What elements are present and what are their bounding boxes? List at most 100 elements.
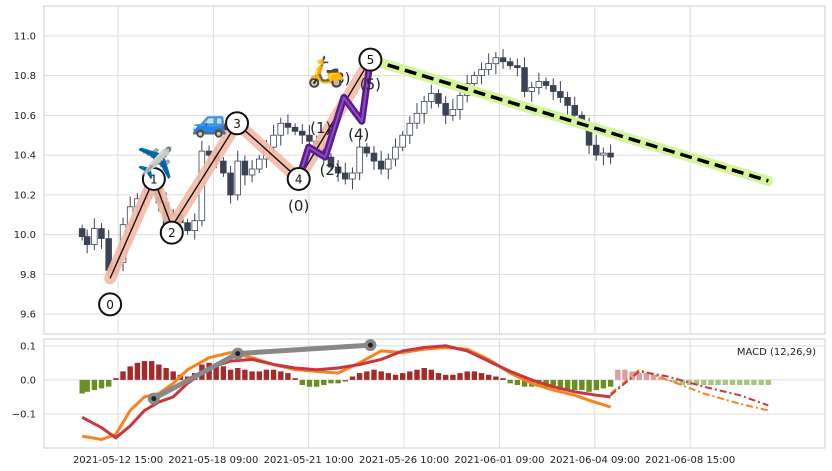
macd-title: MACD (12,26,9) (737, 347, 816, 358)
candle-bearish (227, 172, 234, 196)
macd-histogram-projection-bar (679, 379, 685, 385)
macd-histogram-bar (270, 369, 277, 380)
airplane-icon: ✈️ (137, 144, 174, 181)
macd-histogram-bar (220, 366, 227, 380)
x-axis: 2021-05-12 15:00 2021-05-18 09:00 2021-05-… (73, 455, 735, 466)
macd-histogram-bar (213, 364, 219, 380)
candle-bearish (442, 103, 449, 116)
macd-histogram-projection-bar (758, 379, 764, 385)
wave-marker-label: 4 (295, 172, 303, 186)
candle-bullish (356, 146, 363, 174)
macd-histogram-bar (385, 373, 391, 380)
macd-histogram-bar (98, 379, 105, 389)
macd-histogram-bar (263, 369, 270, 380)
macd-histogram-bar (550, 379, 556, 389)
candle-bullish (449, 109, 457, 116)
divergence-point-center (367, 342, 373, 348)
macd-histogram-bar (471, 371, 478, 380)
price-y-tick-label: 10.0 (14, 230, 36, 241)
candle-bearish (550, 85, 557, 92)
macd-histogram-bar (600, 379, 607, 389)
car-icon: 🚙 (192, 104, 229, 139)
sub-wave-label: (0) (288, 197, 309, 215)
macd-histogram-projection-bar (701, 379, 707, 385)
price-y-tick-label: 9.8 (20, 270, 36, 281)
candle-bearish (564, 97, 571, 106)
wave-marker-circle (159, 220, 184, 245)
price-y-tick-label: 9.6 (20, 310, 36, 321)
macd-histogram-bar (227, 369, 234, 380)
macd-histogram-bar (141, 361, 148, 380)
candle-bullish (406, 122, 414, 136)
macd-histogram-bar (572, 379, 578, 391)
candle-bullish (191, 220, 198, 231)
macd-histogram-projection-bar (737, 379, 743, 385)
macd-histogram-projection-bar (629, 371, 635, 380)
candle-bearish (499, 57, 507, 63)
macd-histogram-projection-bar (744, 379, 750, 385)
candle-bullish (528, 87, 535, 92)
macd-histogram-bar (586, 379, 592, 392)
macd-histogram-bar (593, 379, 599, 391)
macd-histogram-projection-bar (622, 369, 628, 380)
macd-histogram-bar (414, 369, 420, 380)
macd-histogram-bar (514, 379, 521, 385)
candle-bullish (478, 69, 485, 76)
macd-histogram-bar (342, 379, 348, 382)
wave-marker-label: 0 (106, 298, 114, 312)
x-tick-label: 2021-05-12 15:00 (73, 455, 163, 466)
price-y-axis: 9.6 9.8 10.0 10.2 10.4 10.6 10.8 11.0 (14, 31, 36, 320)
sub-wave-label: (1) (310, 119, 331, 137)
candle-bearish (542, 81, 550, 86)
candle-bullish (270, 134, 277, 148)
scooter-icon: 🛵 (307, 55, 344, 90)
macd-histogram-bar (106, 379, 112, 387)
macd-histogram-bar (521, 379, 528, 387)
wave-marker-label: 3 (233, 117, 241, 131)
candle-bullish (471, 75, 478, 84)
divergence-point-center (151, 396, 157, 402)
candle-bullish (600, 152, 607, 156)
macd-histogram-bar (235, 368, 241, 380)
macd-histogram-bar (156, 364, 162, 380)
macd-histogram-bar (127, 366, 133, 380)
macd-histogram-bar (557, 379, 564, 391)
macd-histogram-projection-bar (665, 379, 671, 381)
macd-histogram-bar (335, 379, 341, 384)
macd-histogram-bar (306, 379, 313, 387)
macd-histogram-bar (321, 379, 327, 385)
price-wave-overlays: 0 1 2 3 4 5 (0) (1) (2) (3) (4) (5) ✈️ 🚙 🛵 (98, 47, 774, 317)
wave-marker-circle (286, 166, 311, 191)
candle-bearish (506, 61, 514, 67)
candle-bearish (78, 228, 86, 238)
macd-histogram-projection-bar (650, 374, 657, 380)
macd-histogram-bar (400, 373, 406, 380)
candle-bearish (83, 236, 91, 246)
macd-histogram-bar (134, 362, 141, 380)
macd-histogram-bar (371, 369, 377, 380)
signal-projection-line (609, 370, 769, 407)
sub-wave-inner (297, 59, 372, 180)
macd-histogram-bar (256, 371, 262, 380)
macd-panel: 0.1 0.0 −0.1 MACD (12,26,9) (12, 338, 826, 449)
candle-bullish (234, 160, 241, 196)
candle-bullish (456, 95, 464, 110)
candle-bearish (306, 134, 313, 142)
macd-histogram-bar (378, 371, 384, 380)
macd-histogram-bar (364, 371, 370, 380)
macd-histogram-bar (313, 379, 320, 387)
candle-bearish (98, 228, 105, 239)
macd-histogram-bar (493, 376, 499, 380)
price-y-tick-label: 10.4 (14, 151, 36, 162)
candle-bullish (420, 101, 428, 114)
macd-histogram-bar (486, 374, 492, 380)
projection-line (369, 57, 769, 183)
macd-histogram-projection-bar (708, 379, 714, 385)
macd-histogram-projection-bar (729, 379, 736, 385)
price-y-tick-label: 10.6 (14, 111, 36, 122)
wave-marker-circle (358, 47, 383, 72)
macd-histogram-projection-bar (686, 379, 693, 385)
macd-histogram-projection-bar (643, 373, 650, 380)
macd-histogram-bar (249, 371, 255, 380)
